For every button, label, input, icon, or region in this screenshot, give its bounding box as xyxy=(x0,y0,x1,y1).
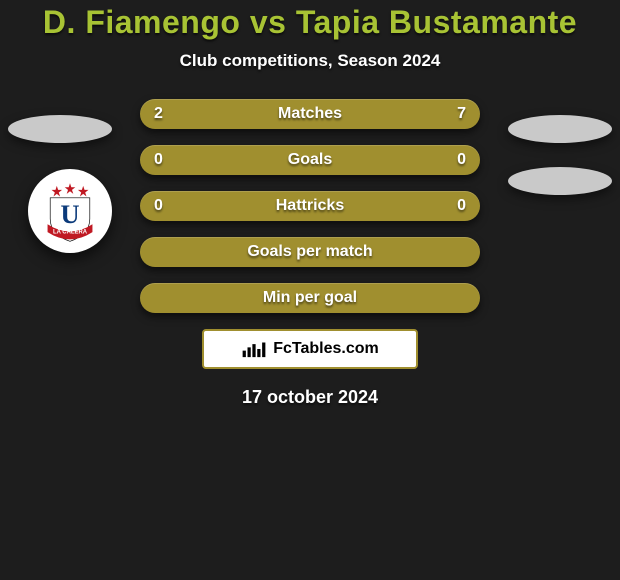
body: U LA CALERA 2 Matches 7 0 Goals 0 0 Hatt… xyxy=(0,99,620,408)
team-a-placeholder-1 xyxy=(8,115,112,143)
stat-right: 0 xyxy=(457,191,466,221)
stat-label: Hattricks xyxy=(140,191,480,221)
bars-icon xyxy=(241,339,267,359)
stat-right: 0 xyxy=(457,145,466,175)
stat-bar-hattricks: 0 Hattricks 0 xyxy=(140,191,480,221)
stat-label: Goals per match xyxy=(140,237,480,267)
team-a-crest: U LA CALERA xyxy=(28,169,112,253)
stat-bars: 2 Matches 7 0 Goals 0 0 Hattricks 0 Goal… xyxy=(140,99,480,313)
team-b-placeholder-2 xyxy=(508,167,612,195)
stat-bar-matches: 2 Matches 7 xyxy=(140,99,480,129)
date: 17 october 2024 xyxy=(0,387,620,408)
stat-right: 7 xyxy=(457,99,466,129)
brand-text: FcTables.com xyxy=(273,340,379,358)
stat-bar-goals: 0 Goals 0 xyxy=(140,145,480,175)
stat-label: Goals xyxy=(140,145,480,175)
stat-label: Min per goal xyxy=(140,283,480,313)
crest-icon: U LA CALERA xyxy=(37,178,103,244)
subtitle: Club competitions, Season 2024 xyxy=(0,51,620,71)
svg-text:U: U xyxy=(60,199,79,229)
brand-box[interactable]: FcTables.com xyxy=(202,329,418,369)
team-b-placeholder-1 xyxy=(508,115,612,143)
stat-bar-gpm: Goals per match xyxy=(140,237,480,267)
stat-label: Matches xyxy=(140,99,480,129)
page-title: D. Fiamengo vs Tapia Bustamante xyxy=(0,0,620,41)
svg-text:LA CALERA: LA CALERA xyxy=(53,229,88,235)
stat-bar-mpg: Min per goal xyxy=(140,283,480,313)
